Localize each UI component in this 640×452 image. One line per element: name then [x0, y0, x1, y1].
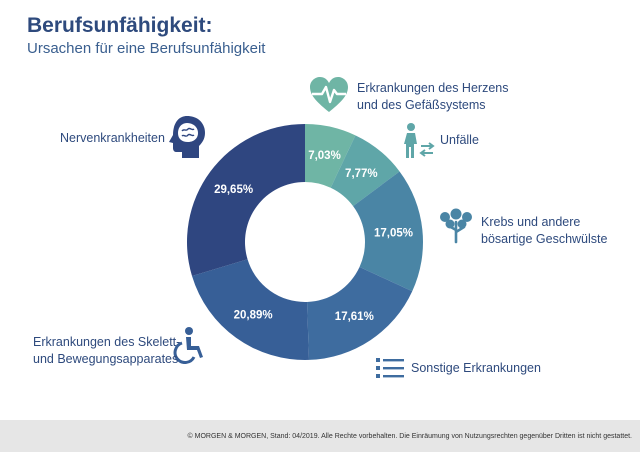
label-skelett-line2: und Bewegungsapparates: [33, 352, 179, 366]
copyright-text: © MORGEN & MORGEN, Stand: 04/2019. Alle …: [187, 433, 632, 440]
heart-pulse-icon: [308, 76, 350, 114]
list-icon: [376, 356, 404, 380]
slice-value-label-1: 7,03%: [308, 150, 341, 162]
slice-value-label-6: 29,65%: [214, 184, 253, 196]
donut-slice-6: [186, 124, 305, 276]
label-sonstige: Sonstige Erkrankungen: [411, 361, 541, 375]
donut-slice-3: [353, 171, 424, 292]
label-skelett-line1: Erkrankungen des Skelett-: [33, 335, 181, 349]
label-krebs: Krebs und andere bösartige Geschwülste: [481, 214, 607, 248]
donut-slice-4: [307, 267, 413, 360]
chart-subtitle: Ursachen für eine Berufsunfähigkeit: [27, 40, 266, 57]
label-nerven: Nervenkrankheiten: [60, 131, 165, 145]
slice-value-label-2: 7,77%: [345, 168, 378, 180]
wheelchair-icon: [172, 326, 206, 365]
label-herz-line2: und des Gefäßsystems: [357, 98, 486, 112]
donut-slice-5: [192, 259, 310, 361]
slice-value-label-3: 17,05%: [374, 228, 413, 240]
label-herz: Erkrankungen des Herzens und des Gefäßsy…: [357, 80, 508, 114]
donut-slice-2: [330, 135, 400, 207]
footer-bar: © MORGEN & MORGEN, Stand: 04/2019. Alle …: [0, 420, 640, 452]
slice-value-label-4: 17,61%: [335, 311, 374, 323]
walking-person-icon: [400, 122, 436, 160]
donut-slice-1: [305, 124, 356, 188]
label-skelett: Erkrankungen des Skelett- und Bewegungsa…: [33, 334, 180, 368]
label-unfaelle: Unfälle: [440, 133, 479, 147]
chart-title: Berufsunfähigkeit:: [27, 14, 213, 37]
tree-cells-icon: [437, 208, 475, 244]
slice-value-label-5: 20,89%: [234, 309, 273, 321]
label-herz-line1: Erkrankungen des Herzens: [357, 81, 509, 95]
label-krebs-line1: Krebs und andere: [481, 215, 581, 229]
label-krebs-line2: bösartige Geschwülste: [481, 232, 608, 246]
head-brain-icon: [167, 114, 209, 160]
